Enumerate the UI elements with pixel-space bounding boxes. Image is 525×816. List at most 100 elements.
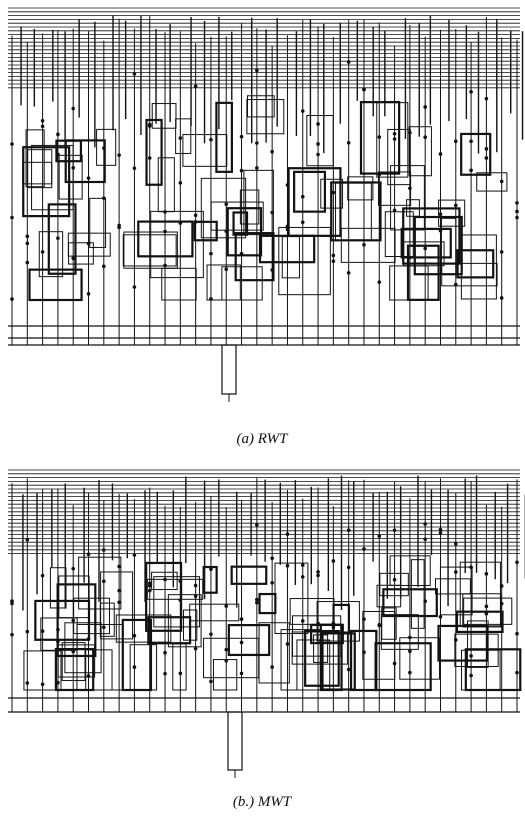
via	[485, 605, 489, 609]
via	[10, 142, 14, 146]
via	[377, 135, 381, 139]
via	[26, 242, 30, 246]
stub	[222, 345, 236, 394]
net-segment	[461, 134, 490, 175]
via	[454, 139, 458, 143]
via	[347, 60, 351, 64]
via	[270, 665, 274, 669]
net-segment	[259, 623, 289, 683]
routing-panel-b	[8, 470, 525, 778]
via	[194, 84, 198, 88]
net-segment	[282, 237, 299, 278]
via	[454, 542, 458, 546]
via	[255, 523, 259, 527]
via	[347, 271, 351, 275]
via	[163, 230, 167, 234]
via	[87, 552, 91, 556]
net-segment	[229, 625, 269, 655]
via	[209, 632, 213, 636]
net-segment	[461, 235, 496, 299]
net-segment	[279, 227, 331, 294]
via	[10, 297, 14, 301]
via	[224, 267, 228, 271]
via	[270, 581, 274, 585]
via	[286, 564, 290, 568]
via	[209, 680, 213, 684]
via	[270, 150, 274, 154]
via	[515, 201, 519, 205]
net-segment	[49, 204, 76, 273]
via	[316, 153, 320, 157]
via	[26, 538, 30, 542]
via	[439, 531, 443, 535]
via	[194, 647, 198, 651]
via	[332, 254, 336, 258]
via	[87, 292, 91, 296]
caption-a: (a) RWT	[237, 431, 290, 447]
via	[301, 563, 305, 567]
net-segment	[341, 228, 395, 262]
via	[408, 671, 412, 675]
via	[117, 226, 121, 230]
via	[10, 633, 14, 637]
figure: (a) RWT (b.) MWT	[0, 0, 525, 816]
via	[316, 142, 320, 146]
via	[439, 615, 443, 619]
via	[133, 553, 137, 557]
net-segment	[348, 177, 373, 200]
via	[316, 122, 320, 126]
via	[485, 156, 489, 160]
via	[469, 654, 473, 658]
via	[194, 584, 198, 588]
via	[439, 212, 443, 216]
via	[515, 671, 519, 675]
via	[393, 578, 397, 582]
net-segment	[260, 594, 276, 613]
via	[454, 204, 458, 208]
via	[255, 601, 259, 605]
via	[133, 166, 137, 170]
via	[469, 139, 473, 143]
via	[102, 265, 106, 269]
via	[377, 623, 381, 627]
via	[423, 247, 427, 251]
via	[255, 69, 259, 73]
net-segment	[173, 644, 186, 690]
via	[500, 250, 504, 254]
via	[224, 648, 228, 652]
net-segment	[23, 147, 69, 216]
via	[332, 559, 336, 563]
via	[270, 556, 274, 560]
via	[423, 537, 427, 541]
via	[362, 88, 366, 92]
via	[240, 135, 244, 139]
via	[301, 109, 305, 113]
via	[41, 125, 45, 129]
net-segment	[26, 130, 44, 187]
net-segment	[409, 127, 431, 176]
net-segment	[376, 643, 431, 690]
net-segment	[240, 190, 258, 224]
via	[71, 567, 75, 571]
via	[485, 147, 489, 151]
via	[133, 665, 137, 669]
via	[26, 261, 30, 265]
via	[163, 672, 167, 676]
via	[133, 634, 137, 638]
via	[148, 123, 152, 127]
via	[148, 156, 152, 160]
via	[286, 642, 290, 646]
caption-b: (b.) MWT	[233, 794, 293, 810]
via	[316, 570, 320, 574]
via	[240, 641, 244, 645]
via	[347, 668, 351, 672]
via	[439, 152, 443, 156]
via	[393, 137, 397, 141]
via	[224, 202, 228, 206]
via	[148, 584, 152, 588]
stub	[228, 712, 242, 770]
via	[454, 570, 458, 574]
via	[179, 181, 183, 185]
via	[255, 141, 259, 145]
via	[393, 528, 397, 532]
